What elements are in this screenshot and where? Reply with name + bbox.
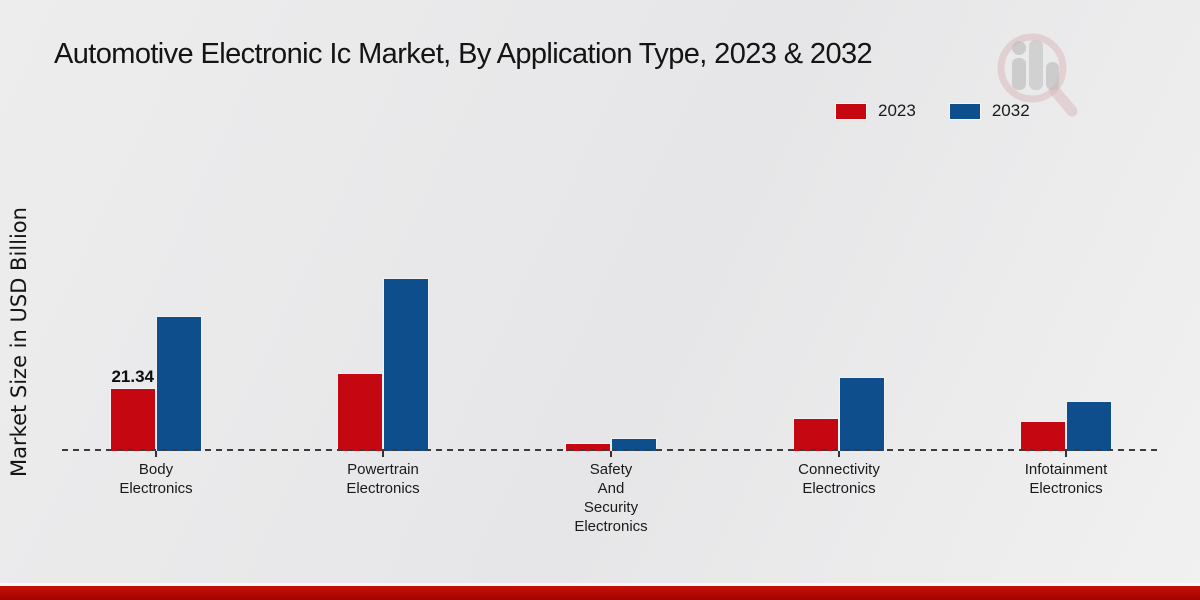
legend-swatch-2032-icon [949, 103, 980, 119]
footer-accent-bar [0, 586, 1200, 600]
bar-2023-category-4 [1020, 420, 1066, 451]
x-axis-tick-0 [155, 451, 157, 457]
bar-2032-category-2 [611, 437, 657, 451]
x-axis-tick-2 [610, 451, 612, 457]
x-axis-baseline [62, 449, 1159, 451]
category-label-4: Infotainment Electronics [1024, 461, 1108, 497]
chart-title: Automotive Electronic Ic Market, By Appl… [54, 38, 873, 70]
legend: 2023 2032 [836, 101, 1030, 121]
bar-value-label: 21.34 [111, 366, 154, 386]
bar-2032-category-3 [839, 376, 885, 451]
market-research-future-logo-icon [997, 33, 1078, 117]
category-label-0: Body Electronics [119, 461, 193, 497]
bar-2023-category-0 [110, 387, 156, 451]
category-label-3: Connectivity Electronics [798, 461, 880, 497]
legend-label-2023: 2023 [878, 101, 916, 120]
legend-item-2023: 2023 [836, 101, 916, 121]
bar-2023-category-3 [793, 418, 839, 451]
footer-divider [0, 583, 1200, 586]
bar-2023-category-1 [337, 372, 383, 451]
legend-item-2032: 2032 [949, 101, 1030, 121]
category-label-1: Powertrain Electronics [346, 461, 420, 497]
bar-2023-category-2 [565, 442, 611, 451]
y-axis-label: Market Size in USD Billion [7, 207, 31, 477]
legend-label-2032: 2032 [991, 101, 1030, 120]
x-axis-tick-1 [382, 451, 384, 457]
category-label-2: Safety And Security Electronics [574, 461, 648, 535]
bar-2032-category-0 [156, 316, 202, 451]
x-axis-tick-4 [1065, 451, 1067, 457]
bar-2032-category-4 [1066, 400, 1112, 451]
bar-2032-category-1 [383, 277, 429, 451]
x-axis-tick-3 [838, 451, 840, 457]
legend-swatch-2023-icon [836, 103, 866, 119]
